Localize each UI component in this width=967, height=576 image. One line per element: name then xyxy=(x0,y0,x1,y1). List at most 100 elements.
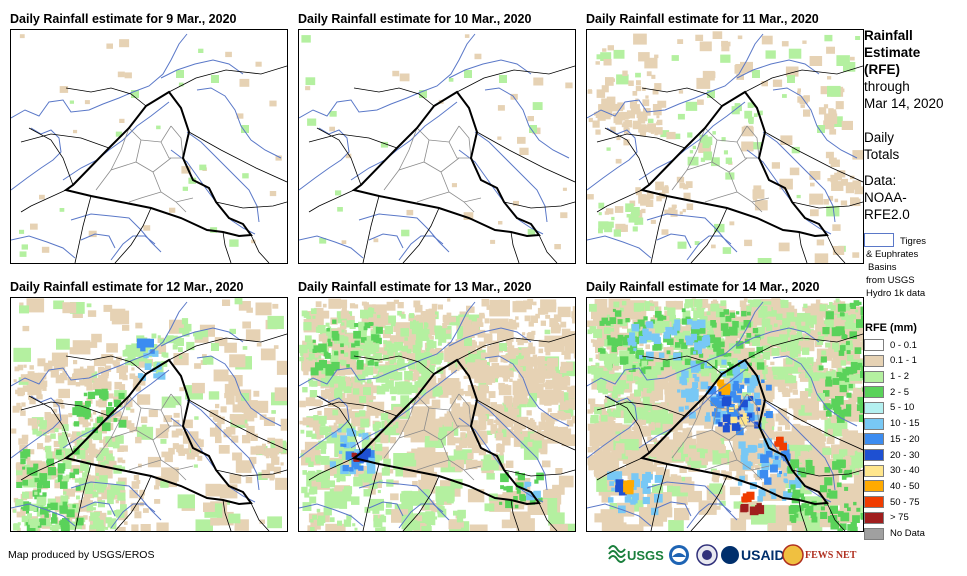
iraq-boundary xyxy=(639,90,829,238)
rfe-class-label: 50 - 75 xyxy=(890,496,920,508)
international-borders xyxy=(596,333,863,531)
rfe-class-swatch xyxy=(864,527,884,540)
dos-seal xyxy=(696,544,718,566)
map-panel-4 xyxy=(10,297,288,532)
legend-source-2: RFE2.0 xyxy=(864,207,910,222)
rfe-class-6: 10 - 15 xyxy=(864,417,920,431)
rfe-class-swatch xyxy=(864,449,884,462)
basin-label-2: & Euphrates xyxy=(866,249,919,260)
basin-rivers xyxy=(299,33,570,261)
usgs-logo-text: USGS xyxy=(627,548,664,563)
basin-outline-swatch xyxy=(864,233,894,247)
panel-title-5: Daily Rainfall estimate for 13 Mar., 202… xyxy=(298,280,532,294)
rainfall-map-2 xyxy=(299,33,575,263)
partner-logos: USGS USAID FEWS NET xyxy=(608,544,857,566)
map-panel-6 xyxy=(586,297,864,532)
legend-source-1: NOAA- xyxy=(864,190,907,205)
province-boundaries xyxy=(671,393,770,481)
panel-title-1: Daily Rainfall estimate for 9 Mar., 2020 xyxy=(10,12,237,26)
legend-source: Data: NOAA- RFE2.0 xyxy=(864,172,910,223)
rfe-class-2: 0.1 - 1 xyxy=(864,354,917,368)
legend-title-line-1: Rainfall xyxy=(864,28,913,43)
international-borders xyxy=(20,333,287,531)
basin-label-1: Tigres xyxy=(900,236,927,247)
rfe-class-12: > 75 xyxy=(864,511,909,525)
iraq-boundary xyxy=(639,358,829,506)
province-boundaries xyxy=(95,125,194,213)
legend-date: Mar 14, 2020 xyxy=(864,96,944,111)
basin-rivers xyxy=(299,301,570,529)
rainfall-map-1 xyxy=(11,33,287,263)
basin-label-3: Basins xyxy=(868,262,897,273)
rfe-class-label: 15 - 20 xyxy=(890,433,920,445)
rfe-class-swatch xyxy=(864,496,884,509)
rfe-class-swatch xyxy=(864,417,884,430)
rfe-class-swatch xyxy=(864,401,884,414)
fewsnet-logo-text: FEWS NET xyxy=(805,550,857,561)
province-boundaries xyxy=(383,393,482,481)
rfe-class-label: 5 - 10 xyxy=(890,402,915,414)
rainfall-map-5 xyxy=(299,298,575,531)
legend-through: through xyxy=(864,79,910,94)
panel-title-3: Daily Rainfall estimate for 11 Mar., 202… xyxy=(586,12,819,26)
international-borders xyxy=(308,333,575,531)
rainfall-map-6 xyxy=(587,298,863,531)
iraq-boundary xyxy=(351,90,541,238)
rainfall-map-3 xyxy=(587,31,863,263)
rfe-class-label: 40 - 50 xyxy=(890,480,920,492)
rfe-class-swatch xyxy=(864,464,884,477)
rfe-class-label: 2 - 5 xyxy=(890,386,910,398)
fewsnet-logo: FEWS NET xyxy=(782,544,857,566)
basin-label-5: Hydro 1k data xyxy=(866,288,926,299)
rainfall-map-4 xyxy=(11,298,287,531)
rfe-class-swatch xyxy=(864,433,884,446)
rfe-class-7: 15 - 20 xyxy=(864,432,920,446)
legend-title-line-3: (RFE) xyxy=(864,62,900,77)
legend-title: Rainfall Estimate (RFE) through Mar 14, … xyxy=(864,27,944,112)
rfe-class-13: No Data xyxy=(864,526,925,540)
iraq-boundary xyxy=(63,90,253,238)
legend-daily: Daily xyxy=(864,130,895,145)
rfe-class-label: > 75 xyxy=(890,512,909,524)
panel-title-6: Daily Rainfall estimate for 14 Mar., 202… xyxy=(586,280,820,294)
international-borders xyxy=(596,65,863,263)
rfe-class-8: 20 - 30 xyxy=(864,448,920,462)
province-boundaries xyxy=(671,125,770,213)
rfe-class-10: 40 - 50 xyxy=(864,479,920,493)
rfe-class-label: 10 - 15 xyxy=(890,418,920,430)
rfe-class-label: 0.1 - 1 xyxy=(890,355,917,367)
rfe-class-1: 0 - 0.1 xyxy=(864,338,917,352)
rfe-class-5: 5 - 10 xyxy=(864,401,914,415)
rainfall-field xyxy=(11,298,287,531)
rfe-class-label: 30 - 40 xyxy=(890,465,920,477)
rfe-class-swatch xyxy=(864,386,884,399)
international-borders xyxy=(308,65,575,263)
panel-title-2: Daily Rainfall estimate for 10 Mar., 202… xyxy=(298,12,532,26)
legend-title-line-2: Estimate xyxy=(864,45,921,60)
map-panel-1 xyxy=(10,29,288,264)
legend-data-label: Data: xyxy=(864,173,897,188)
rfe-class-label: 20 - 30 xyxy=(890,449,920,461)
legend-period: Daily Totals xyxy=(864,129,899,163)
rfe-class-label: 1 - 2 xyxy=(890,371,910,383)
panel-title-4: Daily Rainfall estimate for 12 Mar., 202… xyxy=(10,280,244,294)
map-panel-2 xyxy=(298,29,576,264)
rfe-class-label: 0 - 0.1 xyxy=(890,339,917,351)
rfe-class-swatch xyxy=(864,339,884,352)
rfe-class-swatch xyxy=(864,480,884,493)
noaa-logo xyxy=(669,545,689,565)
usaid-logo: USAID xyxy=(721,546,785,564)
rfe-class-3: 1 - 2 xyxy=(864,369,909,383)
map-panel-3 xyxy=(586,29,864,264)
map-panel-5 xyxy=(298,297,576,532)
usgs-logo: USGS xyxy=(608,545,664,563)
rfe-class-4: 2 - 5 xyxy=(864,385,909,399)
footer-credit: Map produced by USGS/EROS xyxy=(8,549,155,561)
usaid-logo-text: USAID xyxy=(741,547,785,563)
province-boundaries xyxy=(383,125,482,213)
iraq-boundary xyxy=(63,358,253,506)
rfe-class-swatch xyxy=(864,370,884,383)
basin-label-4: from USGS xyxy=(866,275,915,286)
rainfall-field xyxy=(587,31,863,263)
international-borders xyxy=(20,65,287,263)
